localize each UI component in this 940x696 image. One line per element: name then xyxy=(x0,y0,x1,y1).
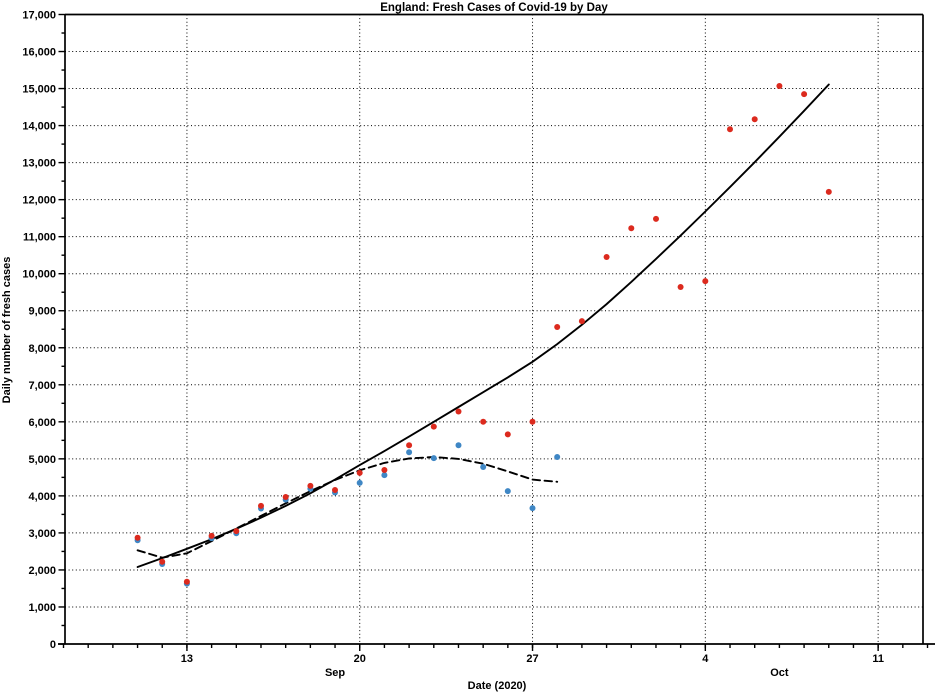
x-tick-label: 11 xyxy=(872,653,884,665)
y-tick-label: 17,000 xyxy=(22,10,56,22)
dashed-trend-curve xyxy=(136,456,559,559)
red-daily-cases-point xyxy=(356,469,363,476)
y-tick-label: 1,000 xyxy=(28,602,56,614)
y-tick-label: 5,000 xyxy=(28,454,56,466)
series-layer xyxy=(134,83,832,587)
red-daily-cases-point xyxy=(381,467,388,473)
red-daily-cases-point xyxy=(554,324,561,330)
red-daily-cases-point xyxy=(825,188,832,195)
x-tick-label: 20 xyxy=(354,653,366,665)
red-daily-cases-point xyxy=(282,494,289,500)
y-tick-label: 15,000 xyxy=(22,84,56,96)
red-daily-cases-point xyxy=(776,83,783,89)
red-daily-cases-point xyxy=(430,423,437,430)
x-tick-label: 27 xyxy=(526,653,538,665)
red-daily-cases-point xyxy=(653,215,659,222)
y-tick-label: 8,000 xyxy=(28,343,56,355)
red-daily-cases-point xyxy=(332,487,338,493)
y-tick-label: 7,000 xyxy=(28,380,56,392)
blue-daily-cases-point xyxy=(381,472,388,479)
y-tick-label: 10,000 xyxy=(22,269,56,281)
red-daily-cases-point xyxy=(578,318,585,325)
red-daily-cases-point xyxy=(677,284,684,290)
x-tick-label: 13 xyxy=(181,653,193,665)
x-axis-title: Date (2020) xyxy=(468,680,527,692)
red-daily-cases-point xyxy=(603,254,610,260)
red-daily-cases-point xyxy=(504,431,511,438)
blue-daily-cases-point xyxy=(504,488,511,495)
blue-daily-cases-point xyxy=(529,505,536,512)
red-daily-cases-point xyxy=(801,91,808,98)
blue-daily-cases-point xyxy=(455,442,462,449)
blue-daily-cases-point xyxy=(480,464,487,470)
red-daily-cases-point xyxy=(134,534,141,541)
blue-daily-cases-point xyxy=(430,455,437,462)
y-tick-label: 4,000 xyxy=(28,491,56,503)
y-tick-label: 3,000 xyxy=(28,528,56,540)
y-tick-label: 16,000 xyxy=(22,47,56,59)
red-daily-cases-point xyxy=(751,116,758,123)
axes-layer: 0 1,000 2,000 3,000 4,000 5,000 6,000 7,000 8,00… xyxy=(22,10,935,679)
red-daily-cases-point xyxy=(628,225,635,232)
y-tick-label: 6,000 xyxy=(28,417,56,429)
y-tick-label: 12,000 xyxy=(22,195,56,207)
x-month-label: Oct xyxy=(770,667,789,679)
red-daily-cases-point xyxy=(208,532,215,539)
grid-layer xyxy=(65,14,923,644)
y-axis-title: Daily number of fresh cases xyxy=(1,257,13,404)
y-tick-label: 9,000 xyxy=(28,306,56,318)
red-daily-cases-point xyxy=(480,418,487,425)
blue-daily-cases-point xyxy=(406,449,413,456)
red-daily-cases-point xyxy=(702,278,709,285)
y-tick-label: 0 xyxy=(50,639,56,651)
red-daily-cases-point xyxy=(455,408,462,415)
red-daily-cases-point xyxy=(727,126,733,133)
x-tick-label: 4 xyxy=(702,653,709,665)
x-month-label: Sep xyxy=(325,667,345,679)
solid-trend-curve xyxy=(136,83,830,568)
red-daily-cases-point xyxy=(406,442,413,449)
y-tick-label: 13,000 xyxy=(22,158,56,170)
red-daily-cases-point xyxy=(529,418,536,425)
blue-daily-cases-point xyxy=(356,479,363,486)
y-tick-label: 2,000 xyxy=(28,565,56,577)
red-daily-cases-point xyxy=(233,528,240,535)
chart-title: England: Fresh Cases of Covid-19 by Day xyxy=(380,2,608,14)
red-daily-cases-point xyxy=(307,482,314,489)
red-daily-cases-point xyxy=(258,502,264,509)
y-tick-label: 11,000 xyxy=(23,232,56,244)
y-tick-label: 14,000 xyxy=(22,121,56,133)
blue-daily-cases-point xyxy=(554,454,561,460)
red-daily-cases-point xyxy=(159,558,166,565)
red-daily-cases-point xyxy=(183,578,190,585)
